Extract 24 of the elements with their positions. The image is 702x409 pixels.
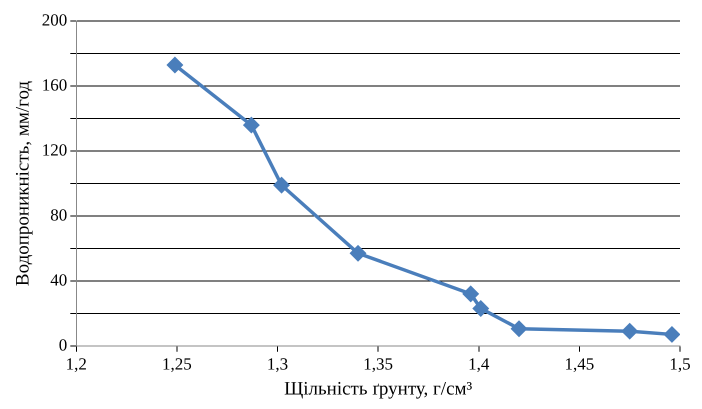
x-tick-label: 1,2 <box>66 354 87 374</box>
x-axis-title: Щільність ґрунту, г/см³ <box>284 378 473 400</box>
x-tick-label: 1,5 <box>669 354 691 374</box>
x-tick-label: 1,25 <box>162 354 192 374</box>
x-tick-label: 1,4 <box>468 354 490 374</box>
x-tick-label: 1,3 <box>266 354 288 374</box>
y-tick-label: 40 <box>50 270 68 290</box>
y-axis-title: Водопроникність, мм/год <box>12 80 34 286</box>
point <box>244 117 260 133</box>
x-tick-label: 1,45 <box>564 354 594 374</box>
x-tick-label: 1,35 <box>363 354 394 374</box>
y-tick-label: 0 <box>58 335 68 354</box>
point <box>167 57 183 73</box>
point <box>462 286 478 302</box>
y-tick-label: 200 <box>42 10 68 30</box>
y-tick-label: 120 <box>42 140 68 160</box>
point <box>664 326 680 342</box>
point <box>274 177 290 193</box>
y-tick-label: 160 <box>42 76 68 95</box>
point <box>511 321 527 337</box>
point <box>473 300 489 316</box>
point <box>622 323 638 339</box>
point <box>350 246 366 262</box>
y-tick-label: 80 <box>50 205 68 224</box>
